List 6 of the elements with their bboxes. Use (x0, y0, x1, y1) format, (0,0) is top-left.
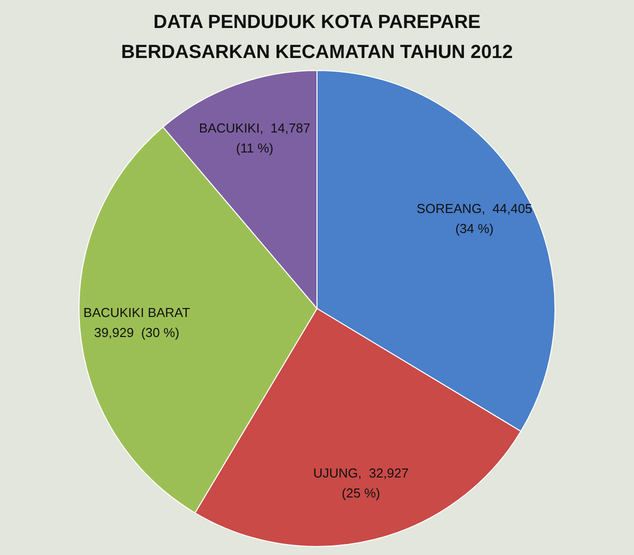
data-label: 39,929 (30 %) (94, 325, 180, 340)
slice-label: BACUKIKI BARAT (83, 305, 190, 320)
slice-label: SOREANG, 44,405 (34 %) (416, 201, 532, 236)
slice-label: UJUNG, 32,927 (25 %) (313, 466, 409, 501)
slice-label: BACUKIKI, 14,787 (11 %) (199, 120, 310, 156)
chart-title: DATA PENDUDUK KOTA PAREPARE BERDASARKAN KECAMATAN TAHUN 2012 (120, 11, 514, 65)
